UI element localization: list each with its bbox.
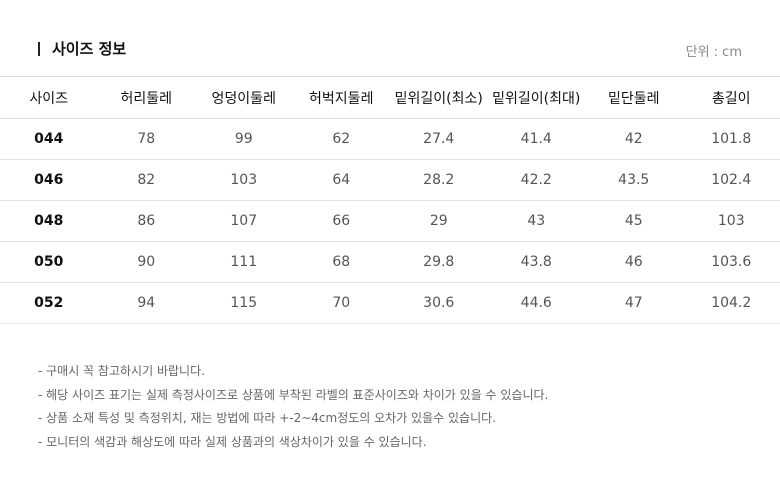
table-cell: 82 [97,159,195,201]
size-cell: 048 [0,200,98,242]
table-cell: 30.6 [390,282,488,324]
table-cell: 41.4 [487,118,585,160]
note: - 모니터의 색감과 해상도에 따라 실제 상품과의 색상차이가 있을 수 있습… [38,434,427,449]
table-cell: 99 [195,118,293,160]
size-cell: 052 [0,282,98,324]
table-row: 050 90 111 68 29.8 43.8 46 103.6 [0,241,780,283]
table-cell: 78 [97,118,195,160]
size-cell: 046 [0,159,98,201]
column-header: 밑위길이(최대) [487,76,585,119]
table-row: 046 82 103 64 28.2 42.2 43.5 102.4 [0,159,780,201]
note: - 구매시 꼭 참고하시기 바랍니다. [38,364,205,378]
note: - 상품 소재 특성 및 측정위치, 재는 방법에 따라 +-2~4cm정도의 … [38,411,496,425]
note: - 해당 사이즈 표기는 실제 측정사이즈로 상품에 부착된 라벨의 표준사이즈… [38,387,549,402]
column-header: 허리둘레 [97,76,195,119]
unit-label: 단위 : cm [685,45,742,60]
table-cell: 102.4 [682,159,780,201]
table-row: 052 94 115 70 30.6 44.6 47 104.2 [0,282,780,324]
table-cell: 27.4 [390,118,488,160]
table-cell: 47 [585,282,683,324]
table-cell: 43 [487,200,585,242]
table-cell: 68 [292,241,390,283]
table-cell: 70 [292,282,390,324]
size-table: 사이즈 허리둘레 엉덩이둘레 허벅지둘레 밑위길이(최소) 밑위길이(최대) 밑단둘레 총길이… [0,76,780,324]
table-cell: 101.8 [682,118,780,160]
table-cell: 90 [97,241,195,283]
column-header: 엉덩이둘레 [195,76,293,119]
table-cell: 104.2 [682,282,780,324]
section-title: 사이즈 정보 [38,38,126,59]
column-header: 밑위길이(최소) [390,76,488,119]
table-cell: 29.8 [390,241,488,283]
table-row: 048 86 107 66 29 43 45 103 [0,200,780,242]
table-cell: 43.8 [487,241,585,283]
column-header: 밑단둘레 [585,76,683,119]
size-cell: 050 [0,241,98,283]
column-header: 총길이 [682,76,780,119]
table-cell: 86 [97,200,195,242]
title-text: 사이즈 정보 [52,40,127,58]
size-cell: 044 [0,118,98,160]
table-cell: 43.5 [585,159,683,201]
table-cell: 64 [292,159,390,201]
table-cell: 103 [682,200,780,242]
table-cell: 66 [292,200,390,242]
column-header: 사이즈 [0,76,98,119]
table-row: 044 78 99 62 27.4 41.4 42 101.8 [0,118,780,160]
table-cell: 46 [585,241,683,283]
table-cell: 107 [195,200,293,242]
table-cell: 103 [195,159,293,201]
notes: - 구매시 꼭 참고하시기 바랍니다. - 해당 사이즈 표기는 실제 측정사이… [38,360,548,454]
table-cell: 94 [97,282,195,324]
table-cell: 44.6 [487,282,585,324]
table-cell: 42.2 [487,159,585,201]
table-cell: 45 [585,200,683,242]
title-bar [38,41,40,56]
table-cell: 115 [195,282,293,324]
table-cell: 62 [292,118,390,160]
table-cell: 28.2 [390,159,488,201]
header-row: 사이즈 허리둘레 엉덩이둘레 허벅지둘레 밑위길이(최소) 밑위길이(최대) 밑단둘레 총길이 [0,76,780,119]
table-cell: 29 [390,200,488,242]
table-cell: 42 [585,118,683,160]
table-cell: 111 [195,241,293,283]
column-header: 허벅지둘레 [292,76,390,119]
table-cell: 103.6 [682,241,780,283]
